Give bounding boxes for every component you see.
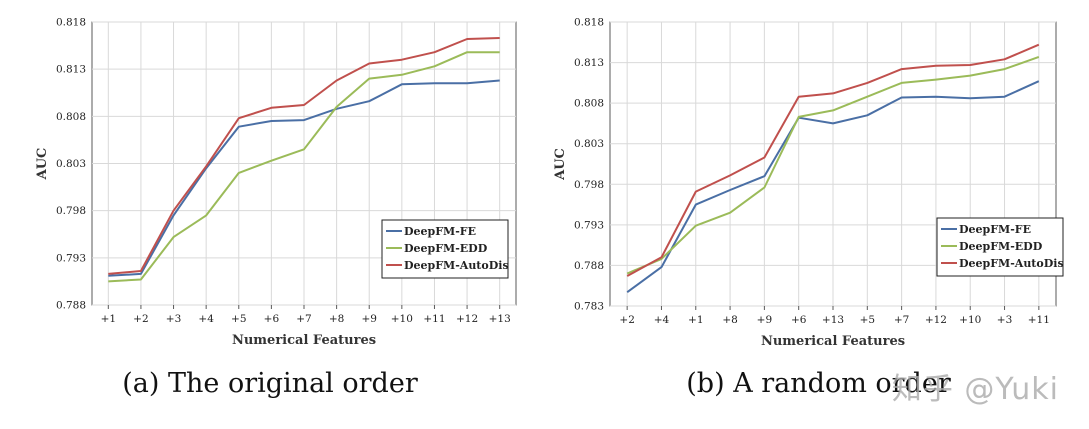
legend-label: DeepFM-FE bbox=[404, 225, 476, 238]
x-tick-label: +3 bbox=[166, 313, 181, 325]
y-tick-label: 0.798 bbox=[574, 179, 604, 191]
caption-original-order: (a) The original order bbox=[122, 368, 418, 399]
y-tick-label: 0.813 bbox=[56, 64, 86, 76]
legend-label: DeepFM-EDD bbox=[959, 240, 1043, 253]
chart-original-order: 0.818 0.813 0.808 0.803 0.798 0.793 0.788 +1 +2 +… bbox=[35, 17, 517, 348]
x-tick-label: +6 bbox=[264, 313, 280, 325]
x-tick-label: +4 bbox=[654, 314, 670, 326]
x-tick-label: +5 bbox=[860, 314, 875, 326]
y-tick-label: 0.788 bbox=[56, 300, 86, 312]
figure-original-order: 0.818 0.813 0.808 0.803 0.798 0.793 0.788 +1 +2 +… bbox=[0, 0, 540, 429]
legend-label: DeepFM-EDD bbox=[404, 242, 488, 255]
x-tick-label: +8 bbox=[329, 313, 344, 325]
x-tick-label: +1 bbox=[101, 313, 116, 325]
y-axis-title: AUC bbox=[553, 148, 568, 181]
y-tick-label: 0.813 bbox=[574, 57, 604, 69]
x-tick-label: +5 bbox=[231, 313, 246, 325]
x-tick-label: +11 bbox=[1028, 314, 1050, 326]
y-tick-label: 0.803 bbox=[56, 158, 86, 170]
x-tick-label: +11 bbox=[423, 313, 445, 325]
y-tick-label: 0.808 bbox=[574, 98, 604, 110]
series-line-deepfm-fe bbox=[626, 80, 1040, 294]
legend-label: DeepFM-AutoDis bbox=[959, 257, 1064, 270]
legend bbox=[936, 217, 1064, 277]
x-tick-label: +10 bbox=[959, 314, 981, 326]
series-line-deepfm-fe bbox=[108, 79, 500, 277]
watermark: 知乎 @Yuki bbox=[891, 372, 1059, 407]
y-tick-label: 0.798 bbox=[56, 205, 86, 217]
x-tick-label: +1 bbox=[688, 314, 703, 326]
x-tick-label: +12 bbox=[925, 314, 947, 326]
x-tick-label: +7 bbox=[296, 313, 311, 325]
y-tick-label: 0.818 bbox=[574, 17, 604, 29]
chart-random-order: 0.818 0.813 0.808 0.803 0.798 0.793 0.788 0.783… bbox=[553, 17, 1064, 350]
x-tick-label: +2 bbox=[619, 314, 634, 326]
figure-random-order: 0.818 0.813 0.808 0.803 0.798 0.793 0.788 0.783… bbox=[548, 0, 1089, 429]
y-tick-label: 0.793 bbox=[574, 219, 604, 231]
x-tick-label: +6 bbox=[791, 314, 807, 326]
series-line-deepfm-autodis bbox=[108, 37, 500, 275]
x-axis-title: Numerical Features bbox=[232, 333, 376, 348]
x-tick-label: +3 bbox=[997, 314, 1012, 326]
legend bbox=[381, 219, 509, 279]
x-tick-label: +7 bbox=[894, 314, 909, 326]
y-tick-label: 0.788 bbox=[574, 260, 604, 272]
y-tick-label: 0.818 bbox=[56, 17, 86, 29]
y-axis-title: AUC bbox=[35, 148, 50, 181]
x-tick-label: +10 bbox=[391, 313, 413, 325]
x-tick-label: +4 bbox=[198, 313, 214, 325]
x-tick-label: +9 bbox=[757, 314, 772, 326]
series-line-deepfm-edd bbox=[626, 55, 1040, 275]
x-axis-title: Numerical Features bbox=[761, 334, 905, 349]
series-line-deepfm-edd bbox=[108, 51, 500, 283]
x-tick-label: +12 bbox=[456, 313, 478, 325]
series-line-deepfm-autodis bbox=[626, 43, 1040, 277]
y-tick-label: 0.793 bbox=[56, 252, 86, 264]
legend-label: DeepFM-AutoDis bbox=[404, 259, 509, 272]
y-tick-label: 0.803 bbox=[574, 138, 604, 150]
x-tick-label: +2 bbox=[133, 313, 148, 325]
y-tick-label: 0.808 bbox=[56, 111, 86, 123]
legend-label: DeepFM-FE bbox=[959, 223, 1031, 236]
y-tick-label: 0.783 bbox=[574, 301, 604, 313]
x-tick-label: +9 bbox=[361, 313, 376, 325]
caption-random-order: (b) A random order bbox=[686, 368, 951, 399]
x-tick-label: +13 bbox=[489, 313, 511, 325]
x-tick-label: +13 bbox=[822, 314, 844, 326]
x-tick-label: +8 bbox=[722, 314, 737, 326]
